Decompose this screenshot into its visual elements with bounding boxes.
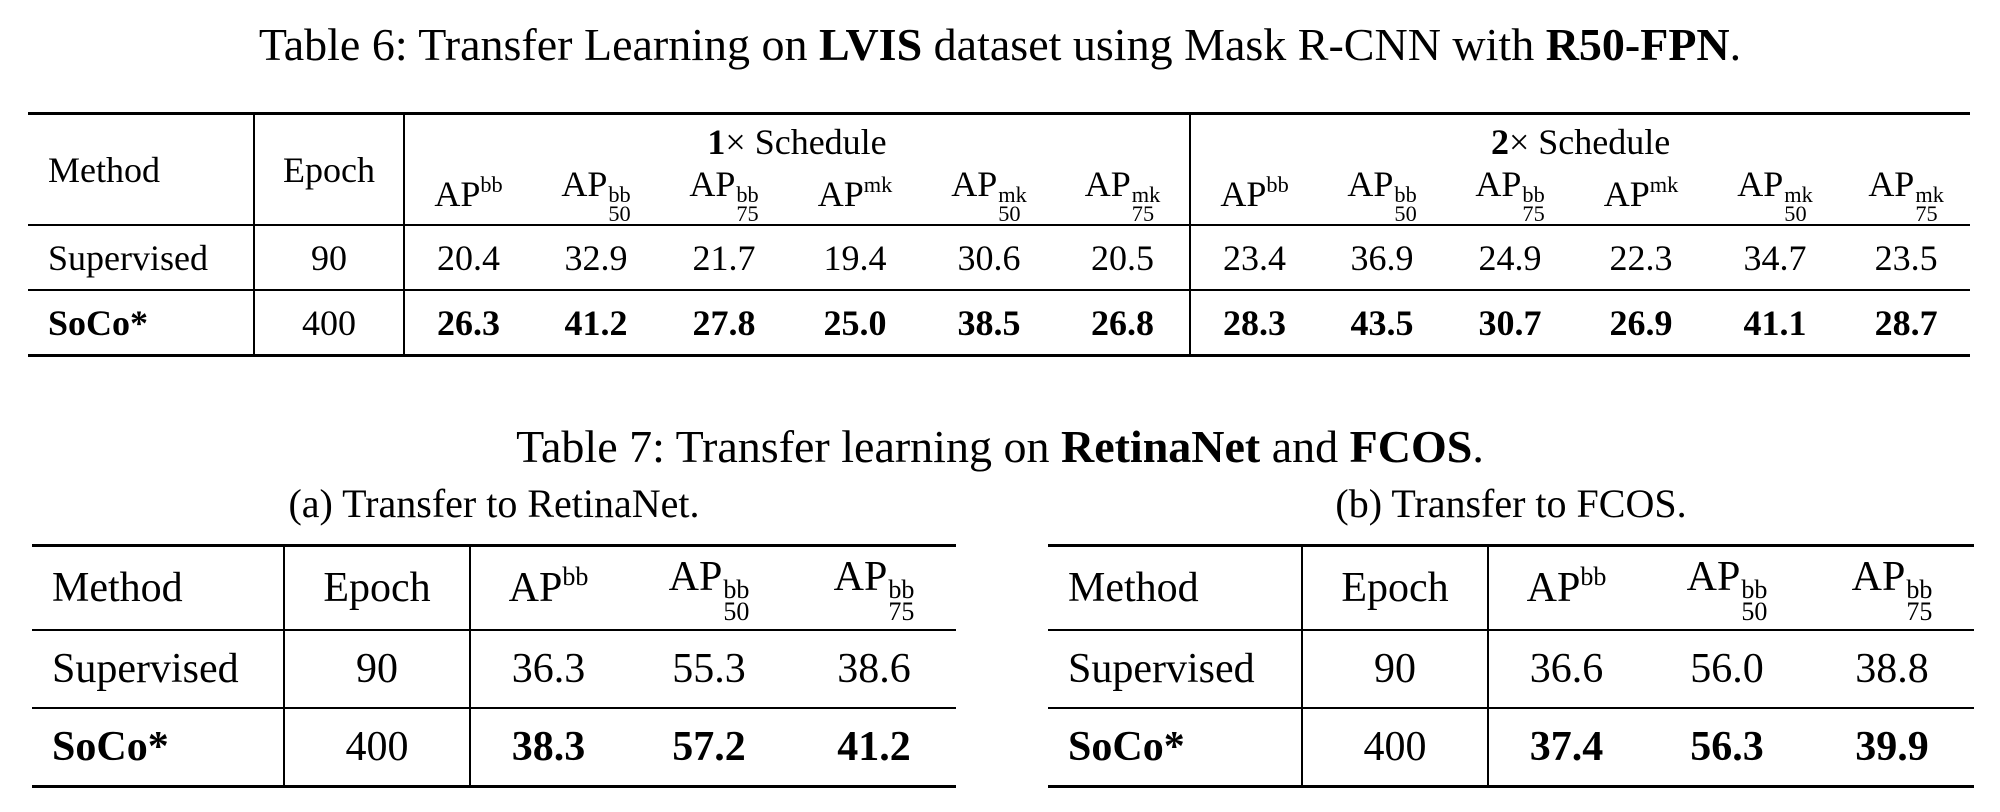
- cell-value: 30.7: [1446, 289, 1575, 356]
- header-ap-mk: APmk: [817, 171, 893, 214]
- header-2x-ap75-bb: AP bb 75: [1475, 164, 1545, 227]
- table6: Method Epoch 1× Schedule 2× Schedule APb…: [28, 112, 1971, 358]
- header-2x-ap50-bb: AP bb 50: [1347, 164, 1417, 227]
- table-row: SoCo* 400 26.3 41.2 27.8 25.0 38.5 26.8 …: [28, 289, 1971, 356]
- cell-epoch: 90: [1302, 629, 1489, 708]
- table-row: SoCo* 400 37.4 56.3 39.9: [1048, 707, 1974, 787]
- header-ap75-bb: AP bb 75: [833, 554, 915, 626]
- cell-method: SoCo*: [32, 707, 285, 787]
- cell-value: 25.0: [788, 289, 922, 356]
- cell-value: 23.4: [1190, 224, 1319, 291]
- cell-value: 28.3: [1190, 289, 1319, 356]
- header-ap50-mk: AP mk 50: [951, 164, 1027, 227]
- header-ap75-mk: AP mk 75: [1056, 163, 1192, 226]
- cell-epoch: 400: [254, 289, 405, 356]
- cell-method: Supervised: [28, 224, 255, 291]
- cell-value: 37.4: [1488, 707, 1644, 787]
- cell-value: 55.3: [626, 629, 792, 708]
- cell-value: 43.5: [1318, 289, 1447, 356]
- header-2x-ap50-mk: AP mk 50: [1737, 164, 1813, 227]
- cell-value: 32.9: [532, 224, 660, 291]
- cell-value: 38.5: [922, 289, 1056, 356]
- header-ap-bb: APbb: [508, 561, 589, 611]
- cell-value: 26.8: [1056, 289, 1192, 356]
- table-row: Supervised 90 36.3 55.3 38.6: [32, 629, 956, 708]
- cell-value: 39.9: [1810, 707, 1974, 787]
- header-ap75-bb: AP bb 75: [1851, 554, 1933, 626]
- cell-value: 36.9: [1318, 224, 1447, 291]
- cell-value: 19.4: [788, 224, 922, 291]
- header-ap50-bb: AP bb 50: [1686, 554, 1768, 626]
- header-ap-bb: APbb: [434, 171, 503, 214]
- cell-value: 41.2: [532, 289, 660, 356]
- cell-epoch: 90: [254, 224, 405, 291]
- cell-value: 30.6: [922, 224, 1056, 291]
- header-method: Method: [1048, 545, 1303, 630]
- cell-value: 27.8: [660, 289, 788, 356]
- header-epoch: Epoch: [1302, 545, 1489, 630]
- header-method: Method: [28, 113, 255, 226]
- cell-epoch: 90: [284, 629, 471, 708]
- cell-value: 28.7: [1842, 289, 1971, 356]
- table6-caption: Table 6: Transfer Learning on LVIS datas…: [258, 19, 1742, 70]
- header-ap50-bb: AP bb 50: [561, 164, 631, 227]
- cell-value: 23.5: [1842, 224, 1971, 291]
- cell-method: SoCo*: [1048, 707, 1303, 787]
- table7a: Method Epoch APbb AP bb 50 AP bb 75 Supervis…: [32, 544, 956, 788]
- cell-value: 22.3: [1574, 224, 1709, 291]
- header-epoch: Epoch: [284, 545, 471, 630]
- cell-value: 36.3: [470, 629, 626, 708]
- header-epoch: Epoch: [254, 113, 405, 226]
- header-2x-schedule: 2× Schedule: [1490, 122, 1671, 162]
- cell-value: 41.2: [792, 707, 956, 787]
- table7b-subcaption: (b) Transfer to FCOS.: [1335, 481, 1687, 526]
- cell-value: 20.5: [1056, 224, 1192, 291]
- header-ap-bb: APbb: [1526, 561, 1607, 611]
- cell-value: 26.9: [1574, 289, 1709, 356]
- header-2x-ap-mk: APmk: [1603, 171, 1679, 214]
- header-2x-ap-bb: APbb: [1220, 171, 1289, 214]
- cell-epoch: 400: [1302, 707, 1489, 787]
- cell-value: 26.3: [404, 289, 532, 356]
- cell-value: 34.7: [1708, 224, 1843, 291]
- cell-method: Supervised: [1048, 629, 1303, 708]
- header-ap50-bb: AP bb 50: [668, 554, 750, 626]
- cell-method: SoCo*: [28, 289, 255, 356]
- cell-method: Supervised: [32, 629, 285, 708]
- table-row: Supervised 90 20.4 32.9 21.7 19.4 30.6 2…: [28, 224, 1971, 291]
- cell-value: 20.4: [404, 224, 532, 291]
- cell-value: 21.7: [660, 224, 788, 291]
- cell-value: 56.0: [1644, 629, 1810, 708]
- cell-value: 24.9: [1446, 224, 1575, 291]
- cell-value: 38.6: [792, 629, 956, 708]
- cell-value: 38.8: [1810, 629, 1974, 708]
- table-row: Supervised 90 36.6 56.0 38.8: [1048, 629, 1974, 708]
- table7-caption: Table 7: Transfer learning on RetinaNet …: [516, 421, 1484, 472]
- header-ap75-bb: AP bb 75: [689, 164, 759, 227]
- header-2x-ap75-mk: AP mk 75: [1868, 164, 1944, 227]
- table-row: SoCo* 400 38.3 57.2 41.2: [32, 707, 956, 787]
- cell-value: 36.6: [1488, 629, 1644, 708]
- cell-value: 41.1: [1708, 289, 1843, 356]
- cell-epoch: 400: [284, 707, 471, 787]
- header-method: Method: [32, 545, 285, 630]
- cell-value: 38.3: [470, 707, 626, 787]
- cell-value: 56.3: [1644, 707, 1810, 787]
- table7b: Method Epoch APbb AP bb 50 AP bb 75 Supervis…: [1048, 544, 1974, 788]
- cell-value: 57.2: [626, 707, 792, 787]
- header-1x-schedule: 1× Schedule: [404, 113, 1192, 163]
- table7a-subcaption: (a) Transfer to RetinaNet.: [288, 481, 700, 526]
